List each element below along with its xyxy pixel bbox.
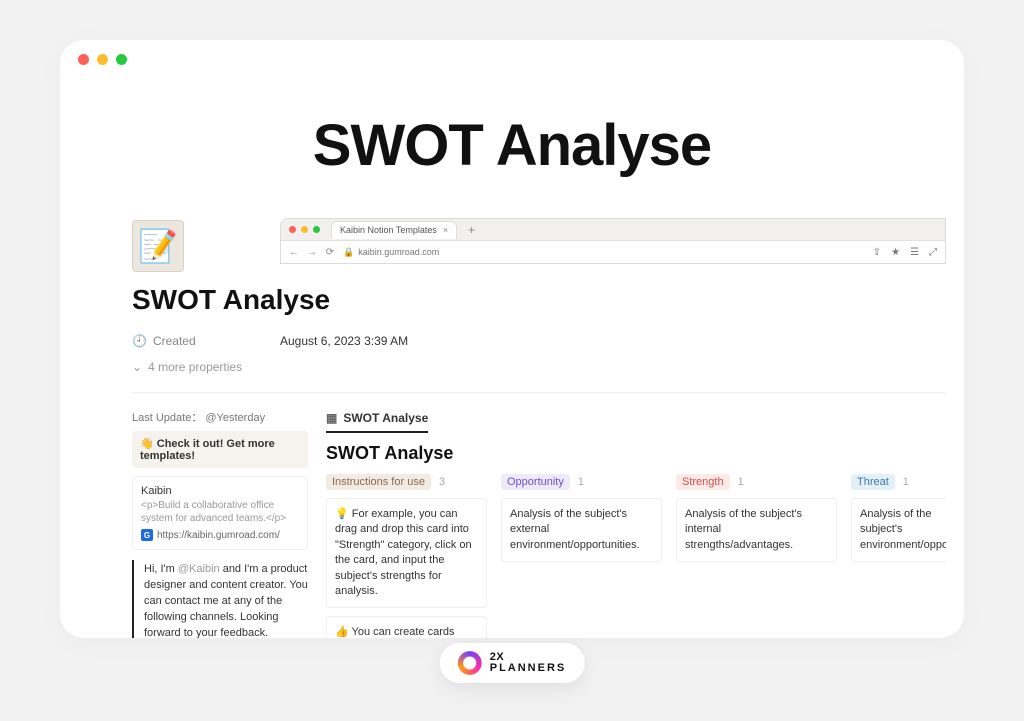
more-properties-label: 4 more properties — [148, 360, 242, 374]
column-tag[interactable]: Opportunity — [501, 474, 570, 490]
column-count: 3 — [439, 476, 445, 488]
bookmark-title: Kaibin — [141, 485, 299, 497]
mini-new-tab-button[interactable]: + — [468, 223, 475, 237]
column-tag[interactable]: Instructions for use — [326, 474, 431, 490]
mini-browser-tab[interactable]: Kaibin Notion Templates × — [331, 221, 457, 239]
back-icon[interactable]: ← — [289, 247, 299, 258]
board-column: Threat 1 Analysis of the subject's environ… — [851, 474, 946, 638]
extensions-icon[interactable]: ★ — [891, 247, 900, 258]
quote-pre: Hi, I'm — [144, 563, 178, 575]
bookmark-url: https://kaibin.gumroad.com/ — [157, 530, 280, 541]
expand-icon[interactable]: ⤢ — [929, 247, 937, 258]
db-view-label: SWOT Analyse — [343, 411, 428, 425]
app-window: SWOT Analyse 📝 Kaibin Notion Templates ×… — [60, 40, 964, 638]
minimize-window-button[interactable] — [97, 54, 108, 65]
mini-min-icon — [301, 226, 308, 233]
board-card[interactable]: Analysis of the subject's internal stren… — [676, 498, 837, 562]
mini-max-icon — [313, 226, 320, 233]
board-column: Strength 1 Analysis of the subject's inter… — [676, 474, 837, 638]
page-icon[interactable]: 📝 — [132, 220, 184, 272]
mini-tab-label: Kaibin Notion Templates — [340, 225, 437, 235]
column-tag[interactable]: Strength — [676, 474, 730, 490]
profile-icon[interactable]: ☰ — [910, 247, 919, 258]
board-columns: Instructions for use 3 💡 For example, you … — [326, 474, 946, 638]
forward-icon[interactable]: → — [307, 247, 317, 258]
chevron-down-icon: ⌄ — [132, 360, 142, 374]
share-icon[interactable]: ⇪ — [873, 247, 881, 258]
left-column: Last Update： @Yesterday 👋 Check it out! … — [132, 409, 308, 638]
maximize-window-button[interactable] — [116, 54, 127, 65]
board-card[interactable]: 💡 For example, you can drag and drop thi… — [326, 498, 487, 608]
mini-browser-preview: Kaibin Notion Templates × + ← → ⟳ 🔒 kaib… — [280, 218, 946, 264]
created-property: 🕘 Created August 6, 2023 3:39 AM — [132, 334, 946, 348]
wave-icon: 👋 — [140, 438, 154, 450]
board-column: Opportunity 1 Analysis of the subject's ex… — [501, 474, 662, 638]
column-count: 1 — [738, 476, 744, 488]
last-update-label: Last Update： — [132, 412, 202, 424]
brand-logo-icon — [458, 651, 482, 675]
db-view-tab[interactable]: ▦ SWOT Analyse — [326, 411, 428, 433]
cover-area: 📝 Kaibin Notion Templates × + ← → ⟳ 🔒 ka… — [132, 218, 946, 280]
callout-block[interactable]: 👋 Check it out! Get more templates! — [132, 431, 308, 468]
last-update-value[interactable]: @Yesterday — [205, 412, 265, 424]
created-value[interactable]: August 6, 2023 3:39 AM — [280, 334, 408, 348]
brand-line2: PLANNERS — [490, 663, 567, 674]
board-card[interactable]: 👍 You can create cards under S, W, O, an… — [326, 616, 487, 638]
lock-icon: 🔒 — [343, 247, 354, 258]
column-count: 1 — [903, 476, 909, 488]
brand-text: 2X PLANNERS — [490, 652, 567, 674]
page-title[interactable]: SWOT Analyse — [132, 284, 946, 316]
bookmark-desc: <p>Build a collaborative office system f… — [141, 499, 299, 525]
mini-tab-close-icon[interactable]: × — [443, 225, 448, 235]
column-count: 1 — [578, 476, 584, 488]
divider — [132, 392, 946, 393]
brand-badge[interactable]: 2X PLANNERS — [440, 643, 585, 683]
column-header[interactable]: Opportunity 1 — [501, 474, 662, 490]
column-tag[interactable]: Threat — [851, 474, 895, 490]
board-view-icon: ▦ — [326, 411, 337, 425]
callout-text: Check it out! Get more templates! — [140, 438, 275, 462]
last-update: Last Update： @Yesterday — [132, 409, 308, 425]
window-controls — [78, 54, 127, 65]
board-card[interactable]: Analysis of the subject's external envir… — [501, 498, 662, 562]
board-column: Instructions for use 3 💡 For example, you … — [326, 474, 487, 638]
web-bookmark[interactable]: Kaibin <p>Build a collaborative office s… — [132, 476, 308, 550]
db-title[interactable]: SWOT Analyse — [326, 443, 946, 464]
more-properties-toggle[interactable]: ⌄ 4 more properties — [132, 360, 946, 374]
board-card[interactable]: Analysis of the subject's environment/op… — [851, 498, 946, 562]
author-mention[interactable]: @Kaibin — [178, 563, 220, 575]
page-body: SWOT Analyse 🕘 Created August 6, 2023 3:… — [132, 284, 946, 638]
bookmark-favicon-icon: G — [141, 529, 153, 541]
created-label: Created — [153, 334, 196, 348]
column-header[interactable]: Threat 1 — [851, 474, 946, 490]
close-window-button[interactable] — [78, 54, 89, 65]
intro-quote: Hi, I'm @Kaibin and I'm a product design… — [132, 560, 308, 638]
column-header[interactable]: Strength 1 — [676, 474, 837, 490]
reload-icon[interactable]: ⟳ — [325, 247, 335, 258]
mini-close-icon — [289, 226, 296, 233]
column-header[interactable]: Instructions for use 3 — [326, 474, 487, 490]
mini-address[interactable]: kaibin.gumroad.com — [358, 247, 439, 257]
product-heading: SWOT Analyse — [60, 112, 964, 179]
clock-icon: 🕘 — [132, 334, 147, 348]
database-block: ▦ SWOT Analyse SWOT Analyse Instructions… — [326, 409, 946, 638]
